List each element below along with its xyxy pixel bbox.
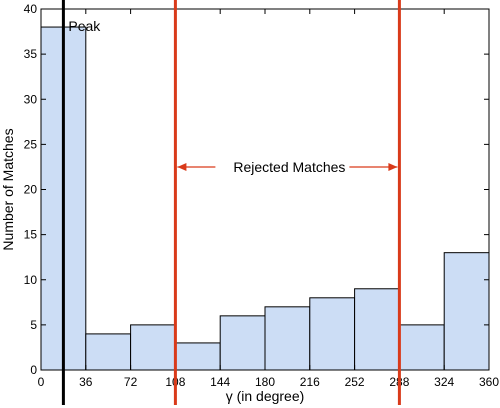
y-tick-label: 15 xyxy=(24,228,38,242)
x-tick-label: 216 xyxy=(300,375,320,389)
x-tick-label: 0 xyxy=(38,375,45,389)
y-tick-label: 35 xyxy=(24,47,38,61)
y-tick-label: 30 xyxy=(24,92,38,106)
histogram-bar-3 xyxy=(174,342,221,371)
x-axis-label: γ (in degree) xyxy=(226,388,305,404)
y-tick-label: 20 xyxy=(24,183,38,197)
y-axis-ticks: 0 5 10 15 20 25 30 35 40 xyxy=(24,2,489,377)
histogram-bar-7 xyxy=(354,288,400,371)
y-tick-label: 25 xyxy=(24,137,38,151)
x-tick-label: 180 xyxy=(255,375,275,389)
x-tick-label: 324 xyxy=(434,375,454,389)
x-tick-label: 36 xyxy=(79,375,93,389)
histogram-bar-2 xyxy=(130,324,176,371)
x-tick-label: 72 xyxy=(124,375,138,389)
x-tick-label: 360 xyxy=(479,375,499,389)
rejected-matches-label: Rejected Matches xyxy=(233,159,345,175)
histogram-bar-1 xyxy=(85,333,132,371)
histogram-bar-9 xyxy=(443,252,490,371)
histogram-bar-8 xyxy=(398,324,445,371)
bars-group xyxy=(40,26,490,371)
x-axis-ticks: 03672108144180216252288324360 xyxy=(38,9,499,389)
x-tick-label: 252 xyxy=(345,375,365,389)
rejected-arrowhead-left xyxy=(177,163,187,171)
y-tick-label: 5 xyxy=(30,318,37,332)
rejected-arrowhead-right xyxy=(388,163,398,171)
histogram-bar-5 xyxy=(264,306,311,371)
histogram-bar-4 xyxy=(219,315,266,371)
y-tick-label: 10 xyxy=(24,273,38,287)
peak-label: Peak xyxy=(68,18,101,34)
histogram-bar-6 xyxy=(309,297,356,371)
y-tick-label: 40 xyxy=(24,2,38,16)
y-tick-label: 0 xyxy=(30,363,37,377)
y-axis-label: Number of Matches xyxy=(0,128,16,250)
x-tick-label: 144 xyxy=(210,375,230,389)
